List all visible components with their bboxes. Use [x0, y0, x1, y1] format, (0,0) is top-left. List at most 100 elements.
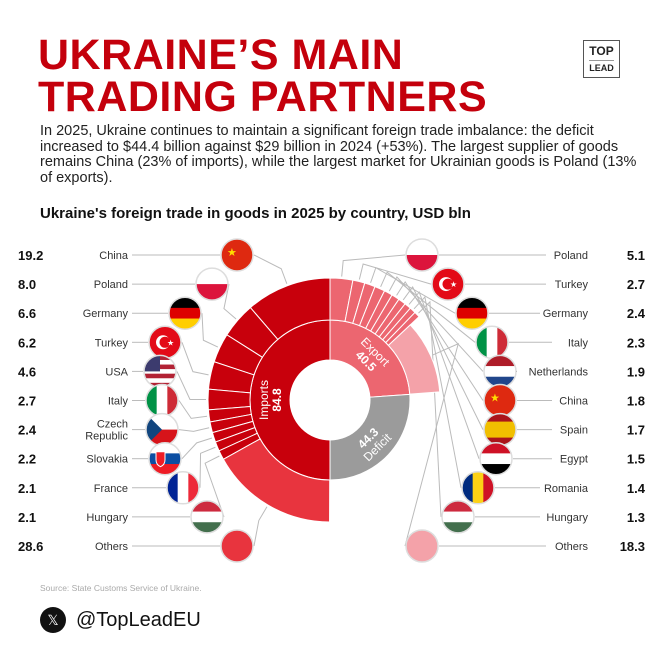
export-row-germany: 2.4 Germany [352, 266, 646, 330]
leader-line [418, 300, 442, 517]
logo-top: TOP [589, 44, 614, 58]
slovakia-flag-icon [149, 442, 181, 475]
hungary-flag-icon [442, 500, 474, 533]
title-line-1: UKRAINE’S MAIN [38, 31, 404, 79]
deficit-segment [329, 393, 411, 481]
import-segment [207, 361, 255, 394]
country-label: Spain [560, 425, 588, 437]
value-label: 1.3 [627, 510, 645, 525]
export-row-others: 18.3 Others [387, 324, 645, 563]
hungary-flag-icon [191, 500, 223, 533]
leader-line [181, 437, 213, 460]
country-label: Poland [554, 250, 588, 262]
leader-line [388, 276, 484, 372]
import-row-czech-republic: 2.4 Czech Republic [18, 412, 254, 447]
country-label: Hungary [86, 512, 128, 524]
export-row-egypt: 1.5 Egypt [378, 291, 645, 476]
spain-flag-icon [484, 413, 516, 446]
import-row-germany: 6.6 Germany [18, 296, 264, 376]
import-segment [211, 420, 256, 443]
leader-line [413, 295, 462, 488]
leader-line [396, 280, 484, 401]
svg-text:★: ★ [490, 393, 500, 405]
value-label: 6.6 [18, 306, 36, 321]
export-row-netherlands: 1.9 Netherlands [365, 276, 645, 389]
value-label: 1.4 [627, 481, 646, 496]
import-row-slovakia: 2.2 Slovakia [18, 420, 256, 476]
leader-line [178, 400, 208, 419]
imports-label: Imports84.8 [257, 380, 284, 420]
leader-line [370, 266, 456, 314]
country-label: Italy [108, 396, 129, 408]
china-flag-icon: ★ [484, 384, 516, 417]
country-label: Hungary [546, 512, 588, 524]
leader-line [408, 291, 480, 459]
value-label: 1.9 [627, 364, 645, 379]
country-label: Slovakia [86, 454, 128, 466]
leader-line [181, 342, 209, 376]
italy-flag-icon [146, 384, 178, 417]
import-row-usa: 4.6 USA [18, 354, 251, 411]
import-row-poland: 8.0 Poland [18, 267, 279, 358]
country-label: Others [555, 541, 589, 553]
czech-flag-icon [146, 413, 178, 446]
germany-flag-icon [169, 297, 201, 330]
value-label: 1.8 [627, 394, 645, 409]
turkey-flag-icon: ★ [432, 268, 464, 301]
country-label: France [94, 483, 128, 495]
country-label: Italy [568, 337, 589, 349]
china-flag-icon: ★ [221, 239, 253, 271]
import-segment [226, 306, 279, 358]
value-label: 2.4 [627, 306, 646, 321]
value-label: 19.2 [18, 248, 43, 263]
export-row-italy: 2.3 Italy [358, 271, 645, 360]
country-label: Czech Republic [85, 419, 128, 443]
value-label: 2.7 [627, 277, 645, 292]
export-row-romania: 1.4 Romania [381, 295, 646, 505]
country-label: Egypt [560, 454, 588, 466]
value-label: 2.7 [18, 394, 36, 409]
value-label: 2.4 [18, 423, 37, 438]
leader-line [358, 263, 432, 285]
chart-title: Ukraine's foreign trade in goods in 2025… [40, 205, 471, 222]
poland-flag-icon [406, 239, 438, 271]
germany-flag-icon [456, 297, 488, 330]
page-title: UKRAINE’S MAIN TRADING PARTNERS [38, 31, 487, 119]
export-row-china: ★ 1.8 China [369, 280, 645, 418]
country-label: China [559, 396, 589, 408]
top-lead-logo: TOP LEAD [583, 40, 620, 78]
subtitle: In 2025, Ukraine continues to maintain a… [40, 123, 637, 186]
leader-line [176, 371, 207, 401]
import-segment [222, 438, 331, 523]
country-label: USA [105, 366, 128, 378]
egypt-flag-icon [480, 442, 512, 475]
leader-line [402, 286, 484, 430]
import-row-turkey: ★ 6.2 Turkey [18, 325, 255, 394]
leader-line [404, 342, 459, 547]
logo-bottom: LEAD [589, 60, 614, 74]
others-circle-icon [221, 530, 253, 562]
source-note: Source: State Customs Service of Ukraine… [40, 583, 202, 593]
country-label: Germany [83, 308, 129, 320]
svg-text:★: ★ [167, 338, 174, 347]
france-flag-icon [167, 471, 199, 504]
export-segment [387, 324, 441, 395]
value-label: 2.2 [18, 452, 36, 467]
value-label: 8.0 [18, 277, 36, 292]
value-label: 6.2 [18, 335, 36, 350]
leader-line [253, 254, 288, 284]
social-handle[interactable]: @TopLeadEU [76, 609, 201, 631]
import-segment [207, 405, 252, 423]
country-label: China [99, 250, 129, 262]
leader-line [199, 446, 216, 488]
country-label: Romania [544, 483, 589, 495]
value-label: 5.1 [627, 248, 645, 263]
leader-line [204, 455, 225, 518]
svg-text:★: ★ [227, 247, 237, 259]
value-label: 1.7 [627, 423, 645, 438]
italy-flag-icon [476, 326, 508, 359]
export-row-turkey: ★ 2.7 Turkey [344, 263, 645, 324]
export-row-hungary: 1.3 Hungary [385, 300, 645, 534]
import-segment [207, 388, 251, 411]
